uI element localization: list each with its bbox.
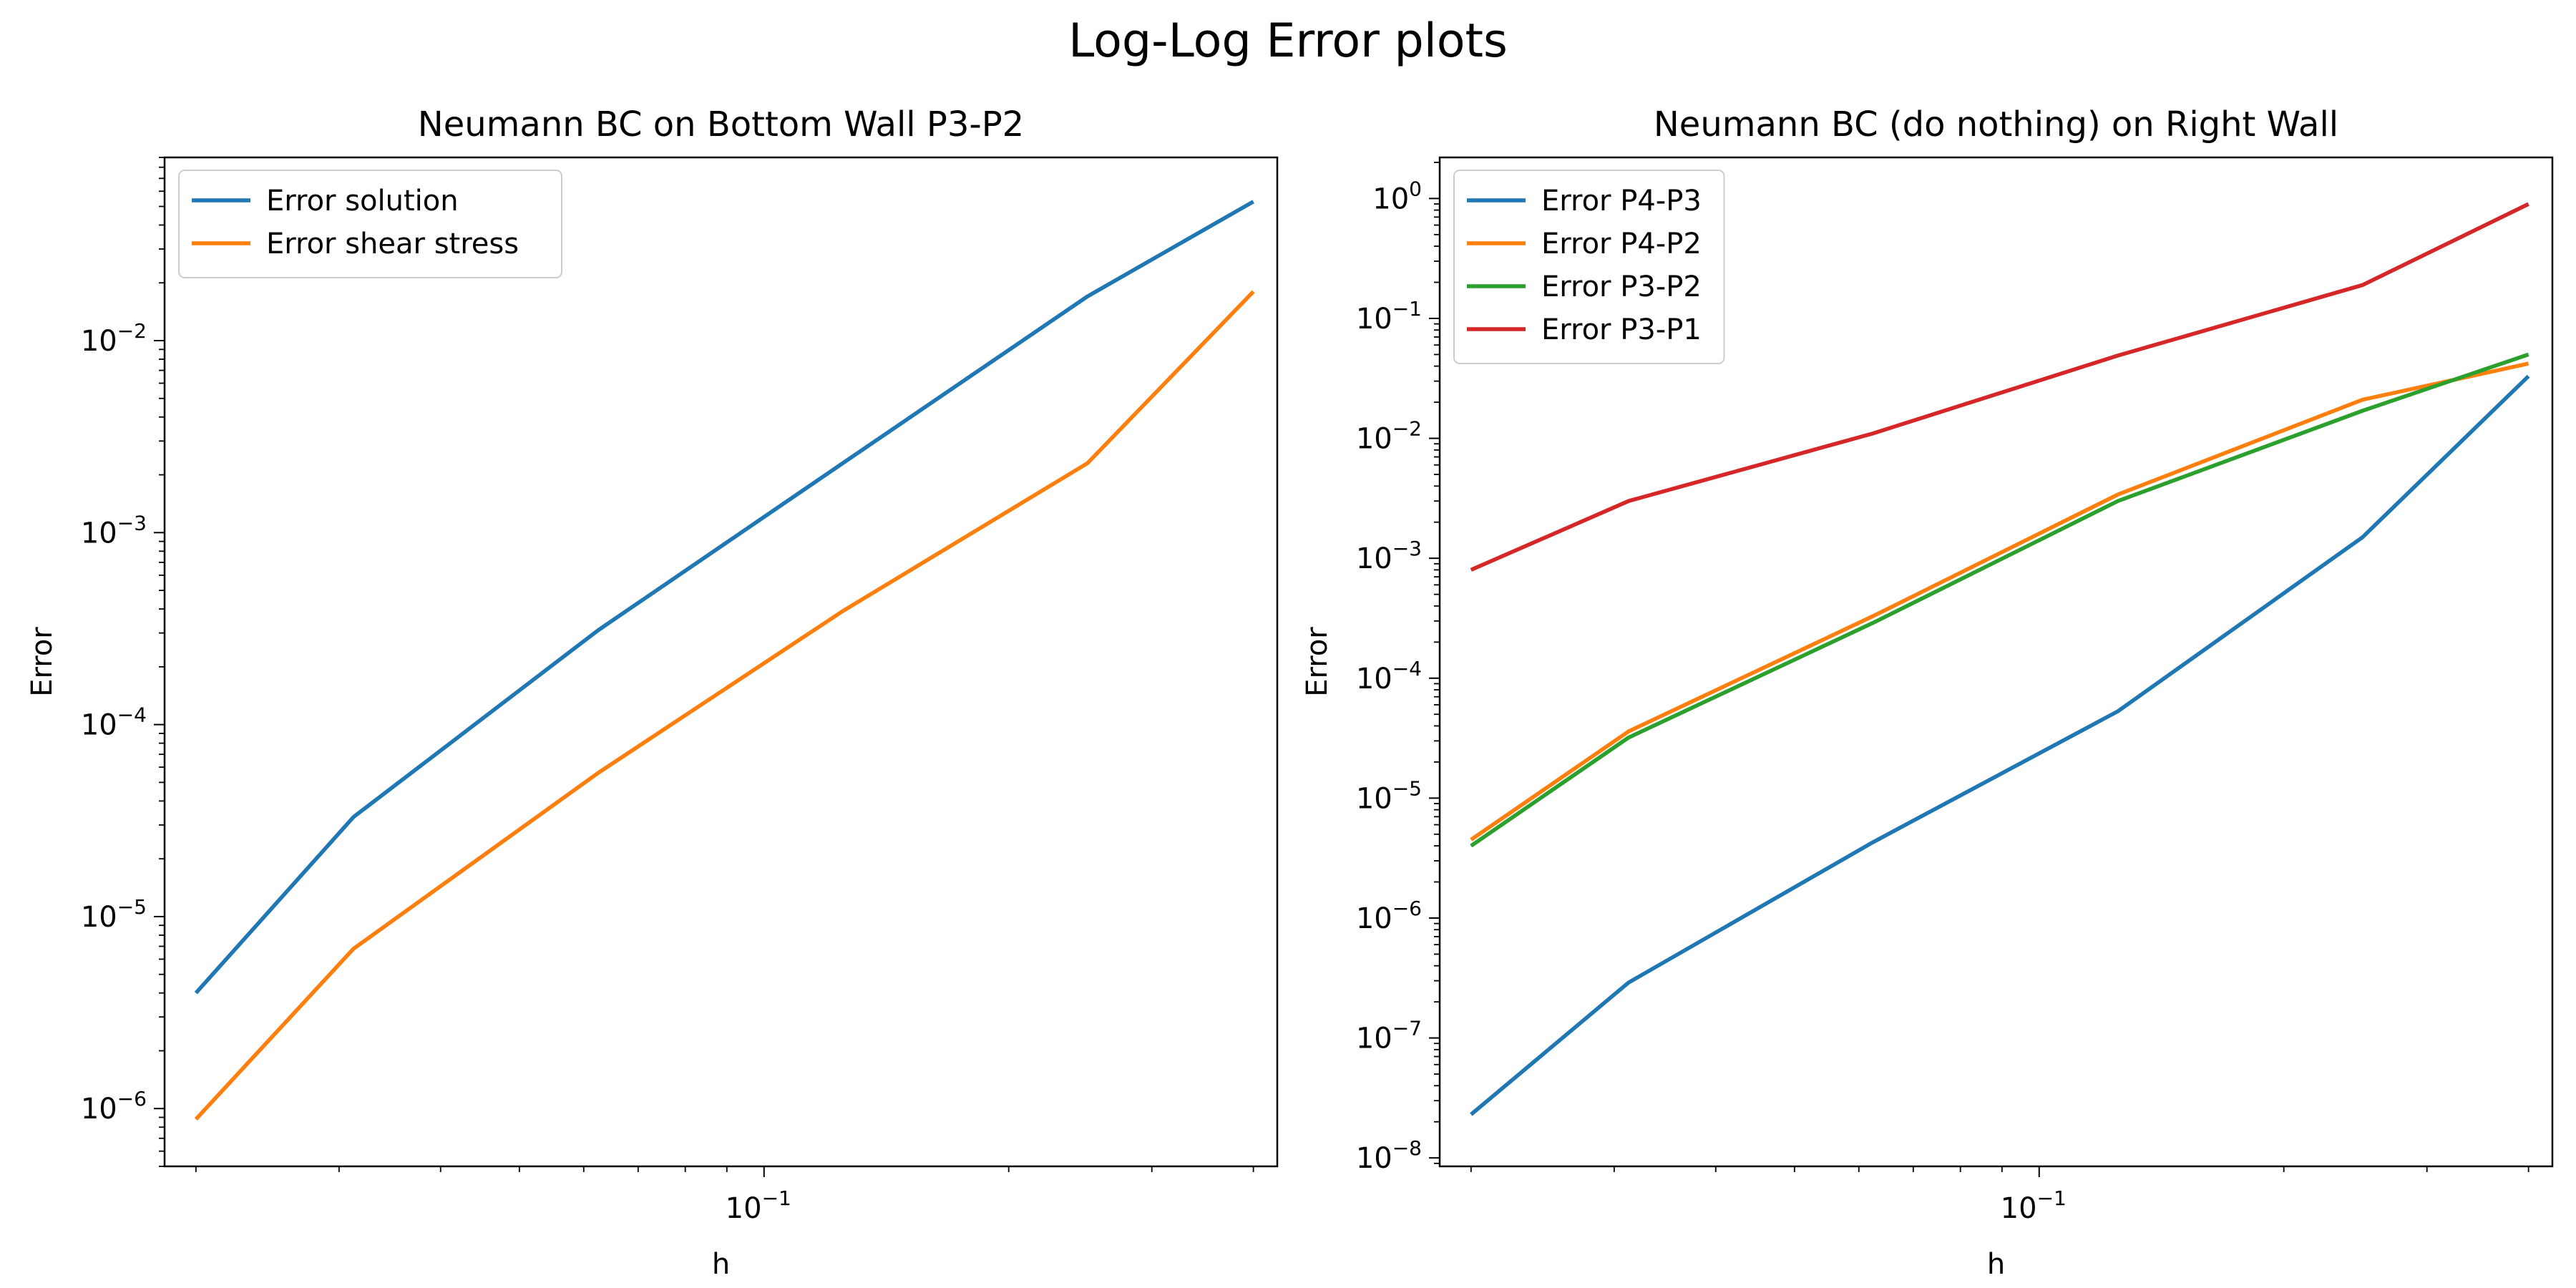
- chart0-axes-frame: [163, 156, 1279, 1168]
- chart1-x-tick-label: 10−1: [2001, 1186, 2067, 1225]
- chart0-y-tick-label: 10−3: [81, 511, 147, 550]
- chart1-legend-label-3: Error P3-P1: [1541, 313, 1702, 346]
- chart0-legend-label-0: Error solution: [266, 185, 459, 218]
- chart1-y-tick-label: 10−5: [1356, 776, 1422, 815]
- chart0-legend: Error solution Error shear stress: [178, 170, 562, 278]
- chart1-legend-label-1: Error P4-P2: [1541, 228, 1702, 260]
- chart1-title: Neumann BC (do nothing) on Right Wall: [1654, 104, 2338, 145]
- chart1-plot: Neumann BC (do nothing) on Right Wall h Er…: [1301, 104, 2554, 1281]
- chart0-series-line-1: [194, 290, 1255, 1121]
- chart0-legend-label-1: Error shear stress: [266, 228, 519, 260]
- chart1-series-line-1: [1470, 361, 2529, 841]
- chart1-series-line-0: [1470, 374, 2530, 1116]
- chart1-y-tick-label: 10−7: [1356, 1017, 1422, 1055]
- chart1-y-tick-label: 10−1: [1356, 297, 1422, 336]
- chart1-ylabel: Error: [1301, 627, 1334, 697]
- chart0-series-line-0: [194, 200, 1254, 995]
- chart1-legend-label-0: Error P4-P3: [1541, 185, 1702, 218]
- chart0-y-tick-label: 10−4: [81, 703, 147, 742]
- chart0-x-tick-label: 10−1: [726, 1186, 791, 1225]
- chart1-y-tick-label: 10−3: [1356, 537, 1422, 575]
- chart1-legend-box: [1453, 170, 1725, 364]
- chart0-y-tick-label: 10−6: [81, 1087, 147, 1126]
- chart1-xlabel: h: [1987, 1248, 2005, 1281]
- chart0-ylabel: Error: [26, 627, 59, 697]
- chart1-series-line-2: [1470, 352, 2529, 848]
- chart0-plot: Neumann BC on Bottom Wall P3-P2 h Error 10−…: [26, 104, 1279, 1281]
- chart1-y-tick-label: 10−2: [1356, 417, 1422, 456]
- chart1-axes-frame: [1438, 156, 2554, 1168]
- chart1-y-tick-label: 100: [1372, 177, 1422, 215]
- chart1-y-tick-label: 10−8: [1356, 1136, 1422, 1175]
- chart0-legend-box: [178, 170, 562, 278]
- chart1-legend-label-2: Error P3-P2: [1541, 270, 1702, 303]
- chart1-y-tick-label: 10−6: [1356, 897, 1422, 935]
- chart1-y-tick-label: 10−4: [1356, 657, 1422, 696]
- chart0-title: Neumann BC on Bottom Wall P3-P2: [418, 104, 1024, 145]
- chart0-y-tick-label: 10−5: [81, 895, 147, 934]
- chart0-y-tick-label: 10−2: [81, 319, 147, 358]
- figure-title: Log-Log Error plots: [1068, 14, 1508, 68]
- chart1-series-line-3: [1470, 202, 2529, 572]
- chart0-xlabel: h: [712, 1248, 730, 1281]
- chart1-legend: Error P4-P3 Error P4-P2 Error P3-P2 Error P…: [1453, 170, 1725, 364]
